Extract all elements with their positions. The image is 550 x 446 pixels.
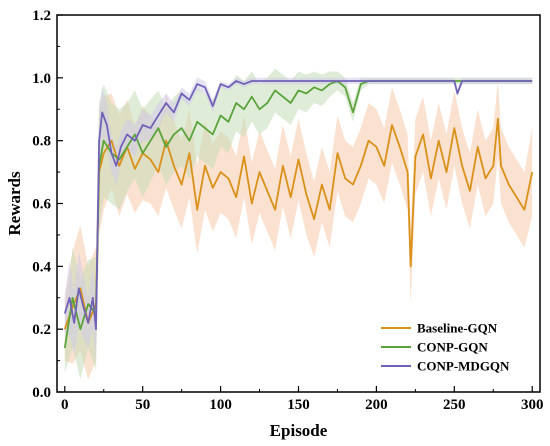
band-series-2	[64, 68, 533, 380]
series-lines	[63, 80, 534, 349]
x-tick-label: 250	[443, 397, 466, 413]
x-axis-ticks: 0 50 100 150 200 250 300	[61, 386, 543, 413]
line-series-3	[63, 80, 533, 331]
x-axis-label: Episode	[270, 421, 328, 440]
y-tick-label: 0.2	[32, 322, 51, 338]
y-tick-label: 0.8	[32, 134, 51, 150]
y-tick-label: 0.0	[32, 385, 51, 401]
x-tick-label: 0	[61, 397, 69, 413]
y-tick-label: 1.0	[32, 71, 51, 87]
x-tick-label: 150	[287, 397, 310, 413]
x-tick-label: 50	[135, 397, 150, 413]
y-tick-label: 0.6	[32, 197, 51, 213]
x-tick-label: 300	[521, 397, 544, 413]
legend-label-2: CONP-GQN	[417, 340, 488, 355]
legend-label-1: Baseline-GQN	[417, 321, 498, 336]
y-tick-label: 1.2	[32, 8, 51, 24]
legend-label-3: CONP-MDGQN	[417, 359, 510, 374]
x-tick-label: 100	[209, 397, 232, 413]
x-tick-label: 200	[365, 397, 388, 413]
y-tick-label: 0.4	[32, 259, 51, 275]
line-series-1	[63, 117, 534, 330]
y-axis-ticks: 0.0 0.2 0.4 0.6 0.8 1.0 1.2	[32, 8, 63, 401]
legend: Baseline-GQN CONP-GQN CONP-MDGQN	[381, 321, 510, 374]
y-axis-label: Rewards	[5, 171, 24, 236]
